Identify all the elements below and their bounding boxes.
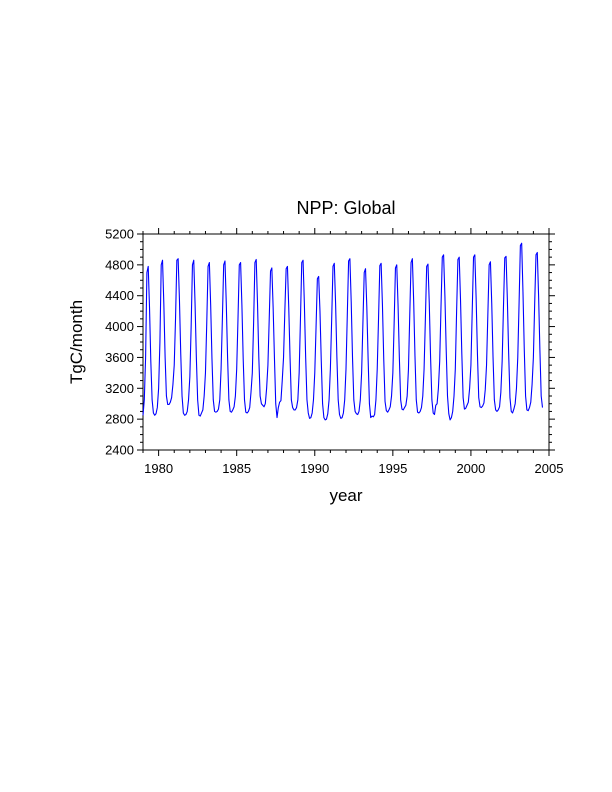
series-line-npp	[142, 242, 544, 421]
chart-title: NPP: Global	[296, 198, 395, 218]
x-tick-label: 1990	[300, 461, 329, 476]
y-tick-label: 5200	[105, 227, 134, 242]
y-tick-label: 4400	[105, 288, 134, 303]
x-axis-label: year	[329, 486, 362, 505]
x-tick-label: 2005	[535, 461, 564, 476]
y-axis-label: TgC/month	[67, 300, 86, 384]
y-tick-label: 2400	[105, 443, 134, 458]
x-tick-label: 1985	[222, 461, 251, 476]
y-tick-label: 2800	[105, 412, 134, 427]
x-tick-label: 2000	[456, 461, 485, 476]
x-tick-label: 1995	[378, 461, 407, 476]
plot-frame	[142, 233, 550, 451]
y-tick-label: 3600	[105, 350, 134, 365]
x-tick-label: 1980	[144, 461, 173, 476]
x-axis-ticks: 1980 1985 1990 1995 2000 2005	[142, 228, 564, 476]
y-axis-ticks: 2400 2800 3200 3600 4000 4400 4800 5200	[105, 227, 555, 458]
y-tick-label: 4800	[105, 257, 134, 272]
y-tick-label: 3200	[105, 381, 134, 396]
y-tick-label: 4000	[105, 319, 134, 334]
